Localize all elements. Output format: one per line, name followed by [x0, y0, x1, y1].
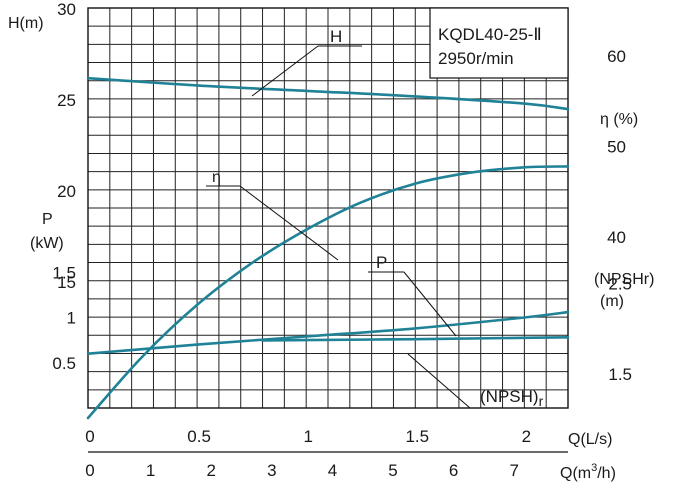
- chart-subtitle: 2950r/min: [438, 49, 514, 68]
- tick-labels: 0 0.5 1 1.5 20 1 2 3 4 5 6 7152025300.511.54050601.…: [52, 0, 632, 480]
- y-tick-eff: 40: [607, 228, 626, 247]
- x-tick-ls: 1.5: [405, 427, 429, 446]
- x-tick-ls: 1: [303, 427, 312, 446]
- label-h-leader: [251, 45, 319, 97]
- npsh-axis-label-1: (NPSHr): [594, 271, 654, 288]
- x-tick-m3h: 2: [206, 461, 215, 480]
- y-tick-head: 30: [57, 0, 76, 19]
- efficiency-curve: [86, 165, 570, 420]
- power-axis-label-p: P: [42, 211, 53, 228]
- label-npsh: (NPSH)r: [407, 353, 566, 409]
- npsh-curve: [261, 336, 570, 342]
- label-eta: η: [206, 169, 339, 261]
- y-tick-eff: 60: [607, 47, 626, 66]
- power-curve: [86, 310, 570, 355]
- head-curve: [86, 76, 570, 111]
- y-tick-power: 0.5: [52, 354, 76, 373]
- x-tick-ls: 0: [85, 427, 94, 446]
- label-p: P: [368, 253, 457, 337]
- label-h-text: H: [330, 27, 342, 46]
- y-tick-npsh: 1.5: [608, 365, 632, 384]
- chart-frame: [87, 7, 569, 409]
- x-tick-ls: 0.5: [187, 427, 211, 446]
- x-axis-ls-label: Q(L/s): [568, 431, 612, 448]
- label-eta-leader: [239, 185, 339, 261]
- x-tick-m3h: 4: [328, 461, 337, 480]
- x-tick-m3h: 3: [267, 461, 276, 480]
- x-tick-m3h: 5: [388, 461, 397, 480]
- eff-axis-label: η (%): [600, 111, 638, 128]
- label-eta-text: η: [212, 169, 221, 186]
- x-axis-m3h-label: Q(m3/h): [560, 462, 616, 482]
- head-axis-label: H(m): [8, 15, 44, 32]
- x-tick-ls: 2: [522, 427, 531, 446]
- label-p-leader: [403, 271, 457, 337]
- npsh-axis-label-2: (m): [600, 293, 624, 310]
- y-tick-npsh: 2.5: [608, 275, 632, 294]
- label-npsh-leader: [407, 353, 471, 409]
- y-tick-head: 15: [57, 273, 76, 292]
- chart-title: KQDL40-25-Ⅱ: [438, 25, 542, 44]
- y-tick-power: 1.5: [52, 263, 76, 282]
- y-tick-power: 1: [67, 309, 76, 328]
- label-h: H: [251, 27, 362, 97]
- y-tick-head: 20: [57, 182, 76, 201]
- label-p-text: P: [376, 253, 387, 272]
- label-npsh-text: (NPSH)r: [480, 387, 544, 409]
- y-tick-eff: 50: [607, 138, 626, 157]
- x-axis-m3h-superscript: 3: [591, 462, 597, 474]
- x-tick-m3h: 1: [146, 461, 155, 480]
- title-box: [429, 7, 569, 79]
- power-axis-label-unit: (kW): [30, 235, 64, 252]
- curves: [86, 76, 570, 420]
- x-tick-m3h: 7: [510, 461, 519, 480]
- x-axis-m3h-unit-end: /h): [597, 465, 616, 482]
- label-npsh-sub: r: [539, 393, 544, 409]
- y-tick-head: 25: [57, 91, 76, 110]
- x-tick-m3h: 0: [85, 461, 94, 480]
- x-tick-m3h: 6: [449, 461, 458, 480]
